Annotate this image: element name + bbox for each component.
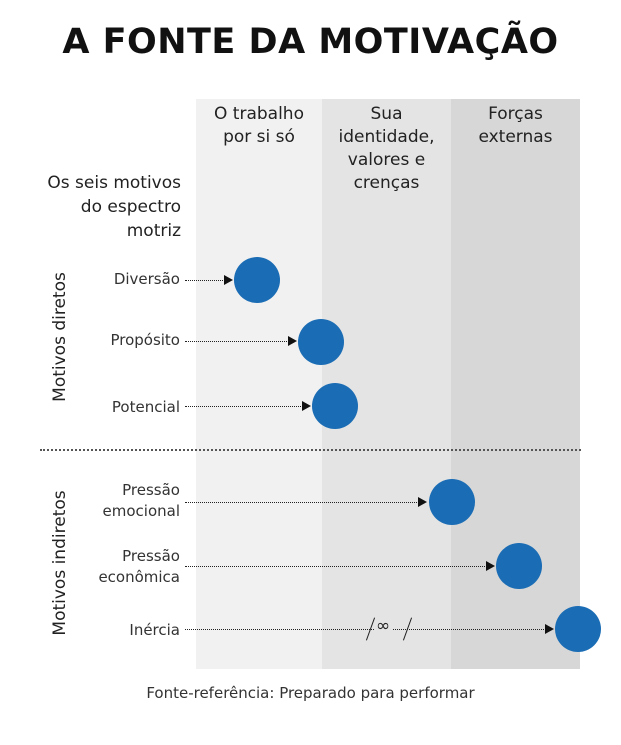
motive-circle-proposito [298,319,344,365]
arrow-pressao-emocional [185,497,427,507]
column-header-line: crenças [353,173,420,193]
column-header-work-itself: O trabalho por si só [196,103,322,149]
motive-label-line: econômica [98,568,180,586]
motive-circle-diversao [234,257,280,303]
column-header-line: Forças [488,104,543,124]
motive-label-line: Pressão [122,481,180,499]
spectrum-label-line: Os seis motivos [47,173,181,193]
motive-label-inercia: Inércia [129,620,180,641]
motive-label-line: Potencial [111,398,180,416]
arrow-potencial [185,401,311,411]
column-header-line: identidade, [338,127,435,147]
motive-label-proposito: Propósito [110,330,180,351]
motive-label-diversao: Diversão [114,269,180,290]
column-header-line: externas [478,127,553,147]
column-header-external: Forças externas [451,103,580,149]
column-header-line: por si só [223,127,295,147]
motive-circle-potencial [312,383,358,429]
column-header-line: Sua [370,104,403,124]
motive-label-potencial: Potencial [112,397,180,418]
motive-circle-inercia [555,606,601,652]
column-work-itself [196,99,322,669]
motive-label-line: Propósito [110,331,180,349]
column-header-identity: Sua identidade, valores e crenças [322,103,451,195]
infinity-break-symbol: ∞ [374,616,393,636]
spectrum-label: Os seis motivos do espectro motriz [47,171,181,243]
column-header-line: O trabalho [214,104,304,124]
motive-circle-pressao-emocional [429,479,475,525]
motive-circle-pressao-economica [496,543,542,589]
motive-label-pressao-emocional: Pressão emocional [103,480,180,522]
motive-label-line: Pressão [122,547,180,565]
group-divider [40,449,581,451]
source-footnote: Fonte-referência: Preparado para perform… [146,684,475,702]
diagram-title: A FONTE DA MOTIVAÇÃO [62,22,559,62]
arrow-proposito [185,336,297,346]
motive-label-line: emocional [102,502,180,520]
spectrum-label-line: motriz [126,221,181,241]
column-header-line: valores e [347,150,426,170]
group-label-direct-text: Motivos diretos [50,272,70,402]
motive-label-line: Diversão [113,270,180,288]
group-label-indirect-text: Motivos indiretos [50,490,70,636]
motive-label-line: Inércia [129,621,180,639]
arrow-diversao [185,275,233,285]
spectrum-label-line: do espectro [80,197,181,217]
motive-label-pressao-economica: Pressão econômica [98,546,180,588]
arrow-pressao-economica [185,561,495,571]
